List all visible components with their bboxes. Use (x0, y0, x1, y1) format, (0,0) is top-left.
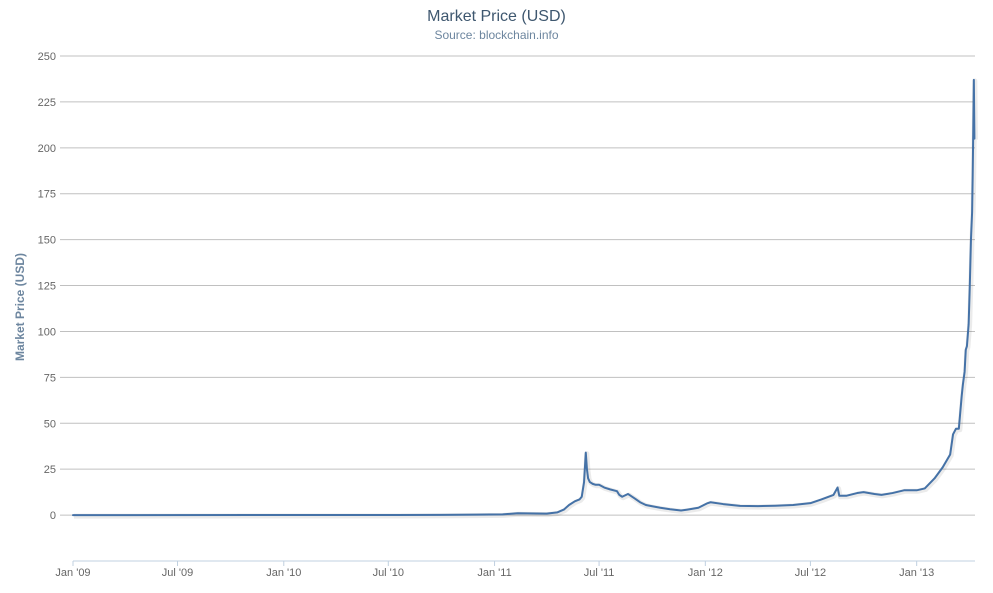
x-tick-label: Jul '12 (795, 567, 826, 579)
y-tick-label: 100 (38, 326, 56, 338)
y-tick-label: 200 (38, 143, 56, 155)
x-tick-label: Jan '13 (899, 567, 934, 579)
x-tick-label: Jul '10 (373, 567, 404, 579)
x-axis: Jan '09 Jul '09 Jan '10 Jul '10 Jan '11 Jul '… (55, 560, 975, 579)
x-tick-label: Jul '09 (162, 567, 193, 579)
series-line-shadow (73, 78, 978, 519)
y-tick-label: 175 (38, 189, 56, 201)
series-group (72, 78, 978, 519)
y-tick-label: 0 (50, 510, 56, 522)
gridlines (60, 55, 975, 516)
series-line (72, 78, 976, 517)
y-tick-label: 225 (38, 97, 56, 109)
y-tick-label: 150 (38, 235, 56, 247)
chart-subtitle: Source: blockchain.info (434, 28, 559, 42)
y-tick-label: 250 (38, 51, 56, 63)
x-tick-label: Jan '12 (688, 567, 723, 579)
x-tick-label: Jan '11 (477, 567, 511, 579)
x-tick-label: Jul '11 (584, 567, 615, 579)
y-tick-label: 25 (44, 464, 56, 476)
x-tick-label: Jan '09 (55, 567, 90, 579)
chart-title: Market Price (USD) (427, 8, 566, 25)
y-tick-label: 125 (38, 281, 56, 293)
y-tick-label: 50 (44, 418, 56, 430)
y-axis-ticks: 0 25 50 75 100 125 150 175 200 225 250 (38, 51, 56, 522)
x-tick-label: Jan '10 (266, 567, 301, 579)
y-tick-label: 75 (44, 372, 56, 384)
